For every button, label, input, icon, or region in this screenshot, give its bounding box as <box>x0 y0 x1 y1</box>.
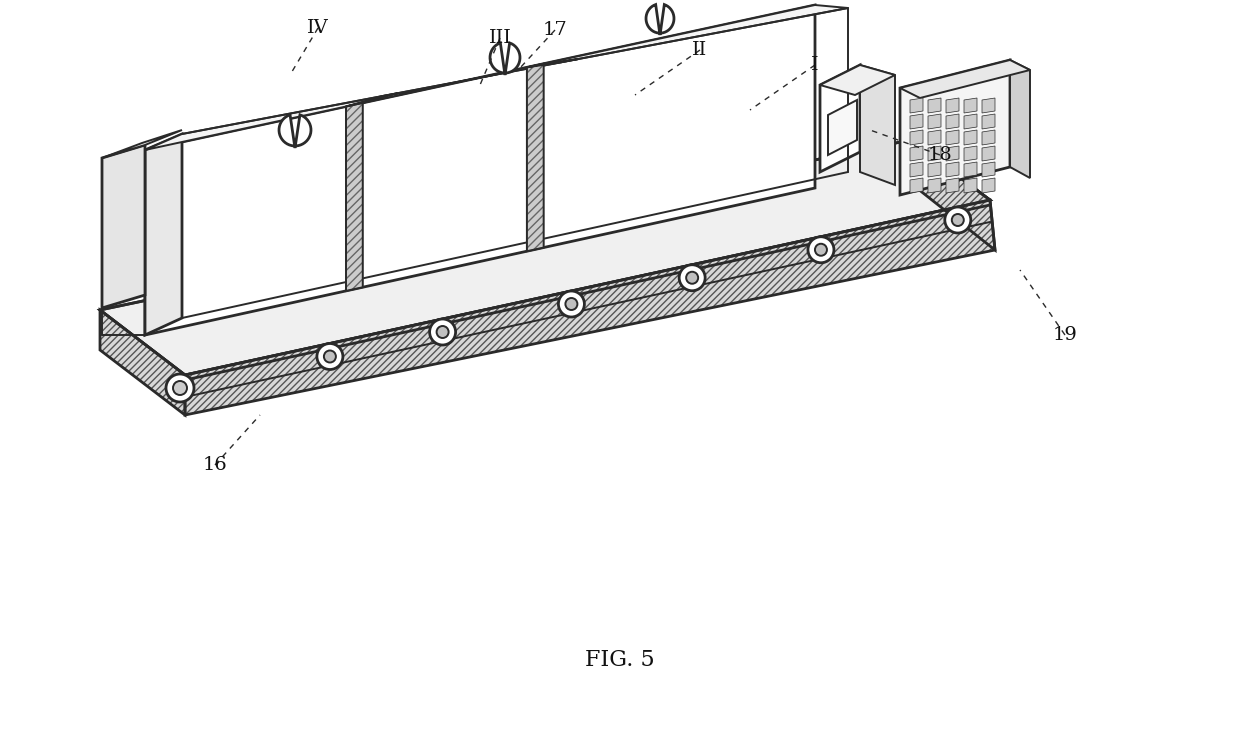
Text: 18: 18 <box>928 146 952 164</box>
Polygon shape <box>982 146 994 161</box>
Polygon shape <box>946 130 959 145</box>
Polygon shape <box>646 4 675 35</box>
Circle shape <box>680 265 706 291</box>
Polygon shape <box>828 100 857 155</box>
Polygon shape <box>946 146 959 161</box>
Polygon shape <box>346 93 398 106</box>
Polygon shape <box>946 98 959 113</box>
Text: 17: 17 <box>543 21 568 39</box>
Polygon shape <box>490 43 520 75</box>
Polygon shape <box>346 103 363 291</box>
Polygon shape <box>963 146 977 161</box>
Polygon shape <box>928 146 941 161</box>
Text: II: II <box>692 41 708 59</box>
Text: IV: IV <box>308 19 329 37</box>
Polygon shape <box>928 178 941 193</box>
Polygon shape <box>928 98 941 113</box>
Polygon shape <box>820 65 895 95</box>
Polygon shape <box>910 146 923 161</box>
Polygon shape <box>963 178 977 193</box>
Polygon shape <box>102 145 145 308</box>
Circle shape <box>166 374 193 402</box>
Polygon shape <box>946 178 959 193</box>
Circle shape <box>808 237 835 263</box>
Text: 16: 16 <box>202 456 227 474</box>
Polygon shape <box>982 178 994 193</box>
Circle shape <box>429 319 455 345</box>
Polygon shape <box>963 114 977 129</box>
Circle shape <box>174 381 187 395</box>
Polygon shape <box>982 130 994 145</box>
Polygon shape <box>910 114 923 129</box>
Circle shape <box>815 244 827 256</box>
Polygon shape <box>145 5 815 335</box>
Polygon shape <box>527 64 543 251</box>
Text: FIG. 5: FIG. 5 <box>585 649 655 671</box>
Polygon shape <box>928 162 941 177</box>
Circle shape <box>565 298 578 310</box>
Circle shape <box>945 207 971 233</box>
Polygon shape <box>946 162 959 177</box>
Polygon shape <box>910 140 994 250</box>
Polygon shape <box>185 200 994 415</box>
Polygon shape <box>900 60 1030 98</box>
Polygon shape <box>946 114 959 129</box>
Text: I: I <box>811 56 818 74</box>
Circle shape <box>317 343 343 369</box>
Polygon shape <box>102 130 182 158</box>
Polygon shape <box>910 98 923 113</box>
Polygon shape <box>820 65 861 172</box>
Polygon shape <box>145 134 182 335</box>
Circle shape <box>324 351 336 363</box>
Polygon shape <box>910 178 923 193</box>
Polygon shape <box>982 162 994 177</box>
Circle shape <box>952 214 963 226</box>
Polygon shape <box>982 114 994 129</box>
Polygon shape <box>928 114 941 129</box>
Circle shape <box>558 291 584 317</box>
Text: 19: 19 <box>1053 326 1078 344</box>
Polygon shape <box>900 60 1011 195</box>
Polygon shape <box>861 65 895 185</box>
Polygon shape <box>1011 60 1030 178</box>
Polygon shape <box>279 115 311 148</box>
Polygon shape <box>527 59 578 68</box>
Polygon shape <box>963 162 977 177</box>
Polygon shape <box>100 140 990 375</box>
Polygon shape <box>963 98 977 113</box>
Polygon shape <box>100 310 185 415</box>
Polygon shape <box>145 5 848 150</box>
Text: III: III <box>489 29 511 47</box>
Polygon shape <box>910 130 923 145</box>
Polygon shape <box>963 130 977 145</box>
Polygon shape <box>928 130 941 145</box>
Polygon shape <box>910 162 923 177</box>
Circle shape <box>686 272 698 284</box>
Circle shape <box>436 326 449 338</box>
Polygon shape <box>982 98 994 113</box>
